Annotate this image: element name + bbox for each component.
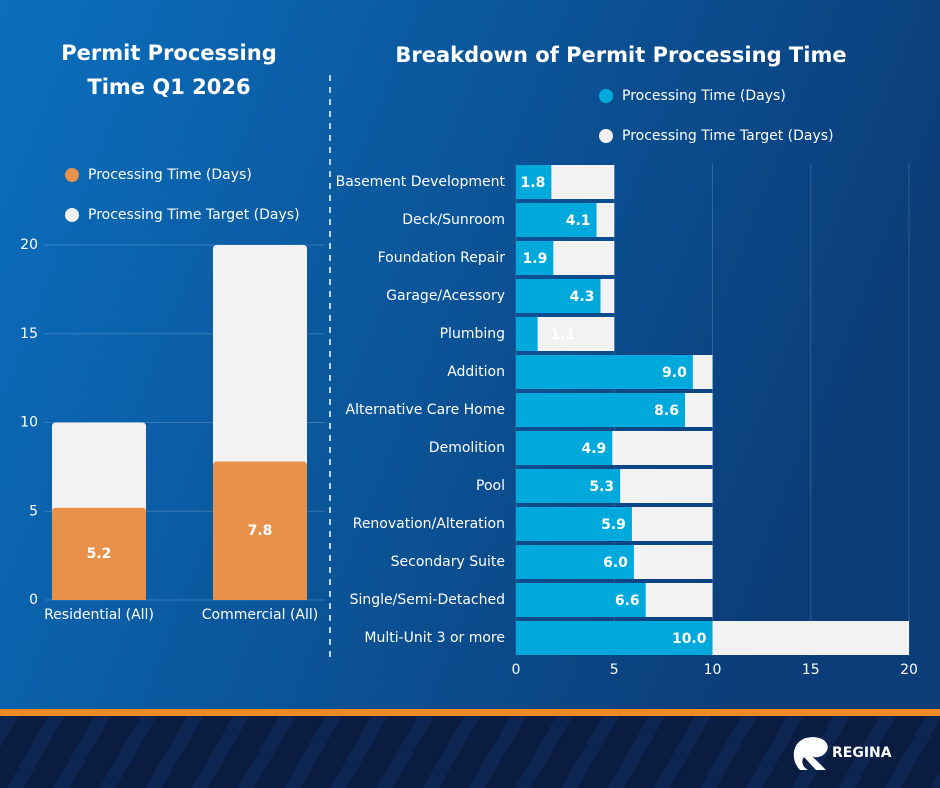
bar [213, 461, 307, 600]
value-label: 10.0 [672, 631, 707, 647]
value-label: 5.2 [87, 546, 112, 562]
x-tick-label: 10 [704, 662, 722, 678]
y-tick-label: Pool [476, 478, 505, 494]
value-label: 7.8 [248, 523, 273, 539]
bar [516, 545, 634, 579]
y-tick-label: 15 [20, 326, 38, 342]
x-tick-label: 20 [900, 662, 918, 678]
legend-label: Processing Time Target (Days) [622, 128, 834, 144]
y-tick-label: Alternative Care Home [346, 402, 505, 418]
value-label: 9.0 [662, 365, 687, 381]
x-tick-label: 5 [610, 662, 619, 678]
x-tick-label: Commercial (All) [202, 607, 318, 623]
y-tick-label: 20 [20, 237, 38, 253]
y-tick-label: Deck/Sunroom [402, 212, 505, 228]
legend-marker [65, 208, 79, 222]
legend-marker [599, 89, 613, 103]
bar [516, 507, 632, 541]
bar [516, 469, 621, 503]
footer-band [0, 716, 940, 788]
y-tick-label: Basement Development [336, 174, 506, 190]
bar [516, 355, 693, 389]
bar [516, 241, 554, 275]
y-tick-label: 0 [29, 592, 38, 608]
y-tick-label: Secondary Suite [391, 554, 505, 570]
y-tick-label: Foundation Repair [378, 250, 506, 266]
value-label: 1.9 [523, 251, 548, 267]
value-label: 5.9 [601, 517, 626, 533]
legend-label: Processing Time (Days) [622, 88, 786, 104]
logo-mark [793, 737, 828, 770]
y-tick-label: Single/Semi-Detached [350, 592, 505, 608]
value-label: 8.6 [654, 403, 679, 419]
bar [516, 621, 713, 655]
chart-title: Breakdown of Permit Processing Time [395, 43, 847, 67]
bar [516, 317, 538, 351]
legend-label: Processing Time (Days) [88, 167, 252, 183]
y-tick-label: Demolition [429, 440, 505, 456]
bar [516, 431, 613, 465]
bar [516, 279, 601, 313]
y-tick-label: Renovation/Alteration [353, 516, 505, 532]
value-label: 5.3 [589, 479, 614, 495]
legend-label: Processing Time Target (Days) [88, 207, 300, 223]
background [0, 0, 940, 712]
value-label: 1.1 [550, 327, 575, 343]
bar [516, 583, 646, 617]
bar [516, 393, 685, 427]
brand: REGINA [832, 745, 892, 761]
bar [516, 203, 597, 237]
x-tick-label: Residential (All) [44, 607, 154, 623]
legend-marker [65, 168, 79, 182]
bar [516, 165, 552, 199]
value-label: 4.9 [581, 441, 606, 457]
x-tick-label: 0 [512, 662, 521, 678]
value-label: 4.3 [570, 289, 595, 305]
chart-title: Permit Processing Time Q1 2026 [61, 41, 277, 99]
y-tick-label: Plumbing [440, 326, 505, 342]
value-label: 1.8 [521, 175, 546, 191]
accent-stripe [0, 709, 940, 716]
y-tick-label: 10 [20, 415, 38, 431]
y-tick-label: Garage/Acessory [386, 288, 505, 304]
y-tick-label: Addition [447, 364, 505, 380]
x-tick-label: 15 [802, 662, 820, 678]
legend-marker [599, 129, 613, 143]
y-tick-label: Multi-Unit 3 or more [364, 630, 505, 646]
value-label: 4.1 [566, 213, 591, 229]
bar [52, 507, 146, 600]
value-label: 6.0 [603, 555, 628, 571]
y-tick-label: 5 [29, 503, 38, 519]
value-label: 6.6 [615, 593, 640, 609]
